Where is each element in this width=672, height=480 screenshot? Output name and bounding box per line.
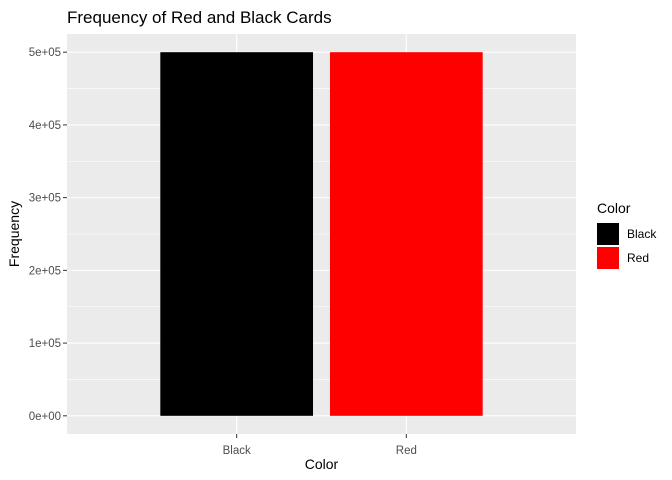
- legend-key-red: [597, 247, 619, 269]
- chart-title: Frequency of Red and Black Cards: [67, 8, 332, 27]
- legend-label-black: Black: [627, 227, 657, 241]
- x-tick-label: Black: [223, 445, 251, 457]
- y-tick-label: 2e+05: [29, 265, 61, 277]
- legend-title: Color: [597, 200, 631, 216]
- y-axis-title: Frequency: [6, 201, 22, 267]
- y-tick-label: 0e+00: [29, 411, 61, 423]
- x-axis-ticks: Black Red: [223, 434, 417, 457]
- y-tick-label: 4e+05: [29, 120, 61, 132]
- x-tick-label: Red: [396, 445, 417, 457]
- bar-black: [160, 52, 314, 416]
- legend: Color Black Red: [597, 200, 657, 269]
- y-axis-ticks: 0e+00 1e+05 2e+05 3e+05 4e+05 5e+05: [29, 47, 67, 423]
- y-tick-label: 5e+05: [29, 47, 61, 59]
- bars: [160, 52, 483, 416]
- bar-red: [329, 52, 483, 416]
- x-axis-title: Color: [305, 456, 339, 472]
- y-tick-label: 1e+05: [29, 338, 61, 350]
- gridlines: [67, 34, 576, 434]
- legend-key-black: [597, 223, 619, 245]
- legend-label-red: Red: [627, 251, 649, 265]
- y-tick-label: 3e+05: [29, 193, 61, 205]
